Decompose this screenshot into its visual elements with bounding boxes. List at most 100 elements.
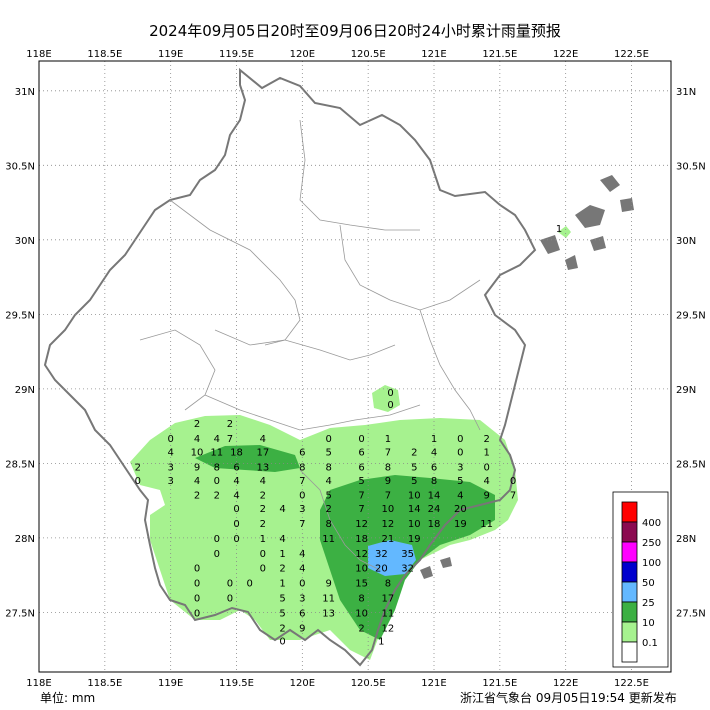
station-value: 4 (194, 434, 200, 445)
station-value: 0 (214, 476, 220, 487)
station-value: 8 (385, 579, 391, 590)
station-value: 0 (260, 564, 266, 575)
x-tick-label: 119E (158, 678, 183, 689)
station-value: 0 (387, 400, 393, 411)
station-value: 7 (299, 476, 305, 487)
station-value: 9 (325, 579, 331, 590)
station-value: 2 (279, 623, 285, 634)
station-value: 6 (431, 462, 437, 473)
y-tick-label: 29.5N (676, 310, 706, 321)
station-value: 10 (382, 504, 395, 515)
legend-label: 50 (642, 578, 655, 589)
station-value: 0 (214, 549, 220, 560)
x-tick-label: 120.5E (351, 49, 386, 60)
station-value: 1 (556, 224, 562, 235)
station-value: 3 (299, 593, 305, 604)
station-value: 4 (483, 476, 489, 487)
y-tick-label: 28.5N (5, 459, 35, 470)
station-value: 7 (358, 504, 364, 515)
y-tick-label: 28N (15, 534, 35, 545)
legend-swatch (621, 621, 638, 643)
x-tick-label: 122.5E (614, 49, 649, 60)
x-axis-bottom: 118E 118.5E 119E 119.5E 120E 120.5E 121E 121.5E… (26, 678, 649, 689)
map-border (38, 60, 672, 673)
y-tick-label: 31N (15, 87, 35, 98)
station-value: 24 (428, 504, 441, 515)
station-value: 10 (408, 491, 421, 502)
rain-area-heavy (368, 540, 416, 576)
station-value: 11 (210, 447, 223, 458)
station-value: 0 (194, 608, 200, 619)
y-tick-label: 30N (15, 236, 35, 247)
station-value: 5 (411, 462, 417, 473)
station-value: 2 (194, 491, 200, 502)
station-value: 12 (355, 549, 368, 560)
zhejiang-outline (43, 67, 537, 667)
station-value: 2 (358, 623, 364, 634)
province-boundaries (43, 67, 537, 667)
station-value: 7 (227, 434, 233, 445)
station-value: 0 (135, 476, 141, 487)
station-value: 2 (227, 419, 233, 430)
station-value: 0 (457, 434, 463, 445)
boundary-taizhou (419, 309, 481, 431)
station-value: 2 (411, 447, 417, 458)
y-tick-label: 27.5N (676, 608, 706, 619)
x-tick-label: 119.5E (219, 678, 254, 689)
station-value: 0 (227, 579, 233, 590)
station-value: 10 (355, 564, 368, 575)
station-value: 1 (378, 637, 384, 648)
station-value: 18 (428, 519, 441, 530)
legend-swatch (621, 521, 638, 543)
station-value: 2 (483, 434, 489, 445)
y-axis-left: 31N 30.5N 30N 29.5N 29N 28.5N 28N 27.5N (5, 87, 35, 620)
station-value: 0 (510, 476, 516, 487)
station-value: 18 (355, 534, 368, 545)
station-value: 2 (135, 462, 141, 473)
station-value: 19 (454, 519, 467, 530)
station-value: 3 (167, 476, 173, 487)
station-value: 6 (299, 447, 305, 458)
station-value: 21 (382, 534, 395, 545)
station-value: 0 (299, 579, 305, 590)
station-value: 2 (325, 504, 331, 515)
station-value: 6 (299, 608, 305, 619)
y-tick-label: 28N (676, 534, 696, 545)
station-value: 12 (355, 519, 368, 530)
station-value: 9 (299, 623, 305, 634)
issuer-label: 浙江省气象台 09月05日19:54 更新发布 (460, 691, 677, 705)
legend-label: 0.1 (642, 638, 658, 649)
station-value: 7 (385, 447, 391, 458)
legend-swatch (621, 641, 638, 663)
station-value: 0 (279, 637, 285, 648)
station-value: 2 (260, 504, 266, 515)
boundary-huzhou (299, 119, 420, 231)
station-value: 32 (401, 564, 414, 575)
map-title: 2024年09月05日20时至09月06日20时24小时累计雨量预报 (149, 22, 561, 40)
station-value: 0 (214, 534, 220, 545)
x-tick-label: 120E (290, 49, 315, 60)
station-value: 7 (510, 491, 516, 502)
station-value: 9 (194, 462, 200, 473)
station-value: 0 (483, 462, 489, 473)
station-value: 4 (279, 534, 285, 545)
station-value: 1 (260, 534, 266, 545)
station-value: 2 (194, 419, 200, 430)
station-value: 1 (483, 447, 489, 458)
x-tick-label: 118E (26, 678, 51, 689)
station-value: 8 (325, 462, 331, 473)
station-value: 3 (167, 462, 173, 473)
station-value: 32 (375, 549, 388, 560)
station-value: 8 (358, 593, 364, 604)
station-value: 2 (279, 564, 285, 575)
boundary-wenzhou (299, 469, 381, 571)
station-value: 35 (401, 549, 414, 560)
y-tick-label: 29N (676, 385, 696, 396)
station-value: 0 (325, 434, 331, 445)
legend-label: 250 (642, 538, 661, 549)
rain-area-medium-west (195, 445, 300, 472)
station-value: 10 (191, 447, 204, 458)
x-tick-label: 121.5E (482, 49, 517, 60)
x-tick-label: 121E (421, 49, 446, 60)
station-value: 9 (483, 491, 489, 502)
